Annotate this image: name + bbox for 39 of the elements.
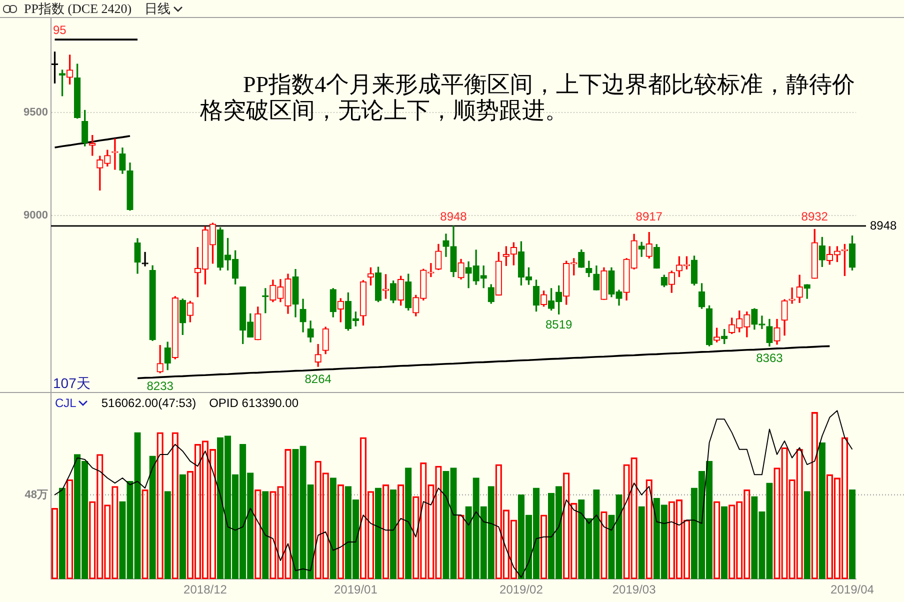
annotation: 8233 <box>146 379 174 394</box>
annotation: 516062.00(47:53) <box>101 396 196 410</box>
annotation: 8917 <box>636 209 663 224</box>
bar <box>262 491 269 579</box>
annotation: CJL <box>55 396 76 410</box>
candlestick <box>142 252 148 266</box>
chart-subtitle: 日线 <box>144 0 171 18</box>
bar <box>330 478 336 579</box>
annotation: 8948 <box>440 209 468 224</box>
bar <box>721 506 728 579</box>
y-tick-label: 9500 <box>24 106 48 119</box>
bar <box>390 489 397 579</box>
x-tick-label: 2019/03 <box>612 582 656 597</box>
bar <box>638 506 645 579</box>
annotation: 95 <box>52 22 67 37</box>
x-tick-label: 2019/02 <box>500 582 544 597</box>
annotation: 8932 <box>801 209 828 224</box>
bar <box>58 488 66 579</box>
annotation: 107天 <box>53 375 90 391</box>
bar <box>374 488 382 579</box>
annotation: PP指数4个月来形成平衡区间，上下边界都比较标准，静待价格突破区间，无论上下，顺势跟进。 <box>200 72 856 123</box>
annotation: OPID 613390.00 <box>209 396 298 410</box>
x-tick-label: 2019/04 <box>830 582 874 597</box>
bar <box>179 474 186 579</box>
bar <box>818 442 826 579</box>
ref-line-label: 48万 <box>24 488 48 501</box>
x-tick-label: 2019/01 <box>334 582 378 597</box>
annotation: 8519 <box>545 317 572 332</box>
annotation: 8363 <box>756 350 784 365</box>
bar <box>405 468 412 579</box>
annotation: 8264 <box>304 372 332 386</box>
x-tick-label: 2018/12 <box>184 582 228 597</box>
bar <box>804 491 810 579</box>
bar <box>149 456 156 579</box>
chart-title: PP指数 (DCE 2420) <box>24 0 132 18</box>
y-tick-label: 9000 <box>24 209 48 222</box>
bar <box>164 491 171 579</box>
ref-line-label: 8948 <box>870 218 898 232</box>
bar <box>848 489 856 579</box>
